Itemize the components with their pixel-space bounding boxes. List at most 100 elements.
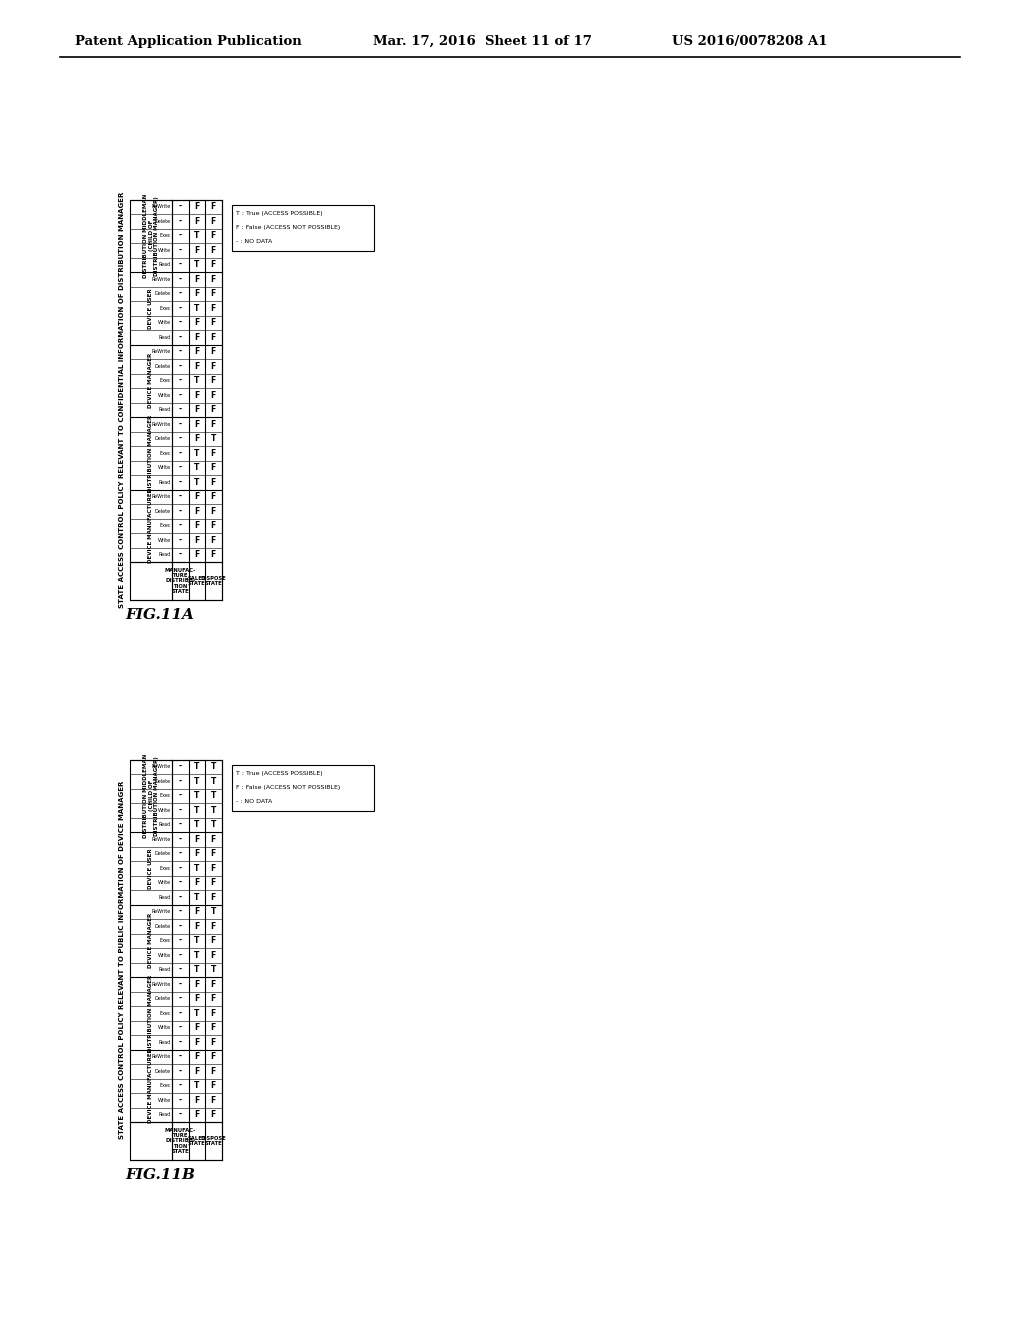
- Text: Patent Application Publication: Patent Application Publication: [75, 36, 302, 48]
- Text: T: T: [195, 762, 200, 771]
- Text: Delete: Delete: [155, 508, 171, 513]
- Text: -: -: [178, 449, 182, 458]
- Text: DEVICE USER: DEVICE USER: [148, 288, 154, 329]
- Text: F: F: [211, 347, 216, 356]
- Text: DISTRIBUTION MANAGER: DISTRIBUTION MANAGER: [148, 414, 154, 492]
- Text: STATE ACCESS CONTROL POLICY RELEVANT TO PUBLIC INFORMATION OF DEVICE MANAGER: STATE ACCESS CONTROL POLICY RELEVANT TO …: [119, 780, 125, 1139]
- Text: -: -: [178, 907, 182, 916]
- Text: Read: Read: [159, 552, 171, 557]
- Text: F: F: [211, 849, 216, 858]
- Text: F: F: [211, 1023, 216, 1032]
- Text: F: F: [211, 304, 216, 313]
- Text: F: F: [211, 333, 216, 342]
- Text: DISTRIBUTION MIDDLEMAN
(CHILD OF
DISTRIBUTION MANAGER): DISTRIBUTION MIDDLEMAN (CHILD OF DISTRIB…: [143, 194, 159, 279]
- Text: -: -: [178, 863, 182, 873]
- Text: F: F: [195, 1110, 200, 1119]
- Text: F: F: [195, 921, 200, 931]
- Text: T: T: [211, 791, 216, 800]
- Text: -: -: [178, 362, 182, 371]
- Text: F: F: [195, 1052, 200, 1061]
- Text: -: -: [178, 834, 182, 843]
- Text: ReWrite: ReWrite: [152, 277, 171, 281]
- Text: F: F: [211, 521, 216, 531]
- Text: -: -: [178, 762, 182, 771]
- Text: T: T: [195, 805, 200, 814]
- Text: DISTRIBUTION MANAGER: DISTRIBUTION MANAGER: [148, 974, 154, 1052]
- Text: STATE ACCESS CONTROL POLICY RELEVANT TO CONFIDENTIAL INFORMATION OF DISTRIBUTION: STATE ACCESS CONTROL POLICY RELEVANT TO …: [119, 191, 125, 609]
- Text: F: F: [211, 289, 216, 298]
- Text: F: F: [211, 376, 216, 385]
- Text: F: F: [195, 550, 200, 560]
- Text: F: F: [211, 1067, 216, 1076]
- Text: -: -: [178, 994, 182, 1003]
- Text: Delete: Delete: [155, 924, 171, 929]
- Text: F: F: [195, 521, 200, 531]
- Text: Write: Write: [158, 393, 171, 397]
- Text: T: T: [195, 791, 200, 800]
- Text: F: F: [195, 405, 200, 414]
- Text: F: F: [195, 333, 200, 342]
- Text: T: T: [195, 478, 200, 487]
- Text: T: T: [195, 776, 200, 785]
- Text: Write: Write: [158, 1026, 171, 1030]
- Text: -: -: [178, 805, 182, 814]
- Text: ReWrite: ReWrite: [152, 350, 171, 354]
- Text: ReWrite: ReWrite: [152, 909, 171, 915]
- Text: F: F: [195, 907, 200, 916]
- Text: -: -: [178, 1096, 182, 1105]
- Text: -: -: [178, 376, 182, 385]
- Text: ReWrite: ReWrite: [152, 494, 171, 499]
- Bar: [231, 764, 374, 810]
- Text: Read: Read: [159, 822, 171, 828]
- Text: SALES
STATE: SALES STATE: [187, 576, 206, 586]
- Text: F: F: [195, 536, 200, 545]
- Text: F: F: [195, 275, 200, 284]
- Text: DISPOSE
STATE: DISPOSE STATE: [201, 576, 226, 586]
- Text: ReWrite: ReWrite: [152, 1055, 171, 1059]
- Text: ReWrite: ReWrite: [152, 982, 171, 987]
- Text: - : NO DATA: - : NO DATA: [237, 239, 272, 244]
- Text: F: F: [195, 849, 200, 858]
- Text: US 2016/0078208 A1: US 2016/0078208 A1: [672, 36, 827, 48]
- Text: F: F: [211, 260, 216, 269]
- Text: DEVICE MANAGER: DEVICE MANAGER: [148, 913, 154, 969]
- Text: T: T: [195, 231, 200, 240]
- Text: F: F: [195, 878, 200, 887]
- Text: T: T: [211, 805, 216, 814]
- Text: -: -: [178, 1067, 182, 1076]
- Text: Write: Write: [158, 248, 171, 252]
- Text: F: F: [195, 246, 200, 255]
- Text: Delete: Delete: [155, 1069, 171, 1073]
- Text: Write: Write: [158, 321, 171, 325]
- Text: -: -: [178, 275, 182, 284]
- Text: DISTRIBUTION MIDDLEMAN
(CHILD OF
DISTRIBUTION MANAGER): DISTRIBUTION MIDDLEMAN (CHILD OF DISTRIB…: [143, 754, 159, 838]
- Text: Exec: Exec: [160, 450, 171, 455]
- Text: F : False (ACCESS NOT POSSIBLE): F : False (ACCESS NOT POSSIBLE): [237, 785, 341, 789]
- Text: -: -: [178, 820, 182, 829]
- Text: F: F: [211, 231, 216, 240]
- Text: F: F: [195, 434, 200, 444]
- Text: F: F: [195, 1038, 200, 1047]
- Text: -: -: [178, 1008, 182, 1018]
- Text: Exec: Exec: [160, 939, 171, 944]
- Bar: [130, 199, 221, 601]
- Text: F: F: [211, 1081, 216, 1090]
- Text: -: -: [178, 304, 182, 313]
- Text: Delete: Delete: [155, 292, 171, 296]
- Text: F: F: [211, 936, 216, 945]
- Text: Write: Write: [158, 465, 171, 470]
- Text: DEVICE MANUFACTURER: DEVICE MANUFACTURER: [148, 1048, 154, 1123]
- Text: -: -: [178, 521, 182, 531]
- Text: Delete: Delete: [155, 436, 171, 441]
- Text: F: F: [211, 994, 216, 1003]
- Text: F: F: [195, 362, 200, 371]
- Text: Write: Write: [158, 537, 171, 543]
- Text: F: F: [195, 994, 200, 1003]
- Text: F: F: [211, 246, 216, 255]
- Text: Read: Read: [159, 408, 171, 412]
- Text: T: T: [211, 776, 216, 785]
- Text: F: F: [211, 834, 216, 843]
- Text: Read: Read: [159, 1113, 171, 1117]
- Text: F: F: [195, 391, 200, 400]
- Text: -: -: [178, 791, 182, 800]
